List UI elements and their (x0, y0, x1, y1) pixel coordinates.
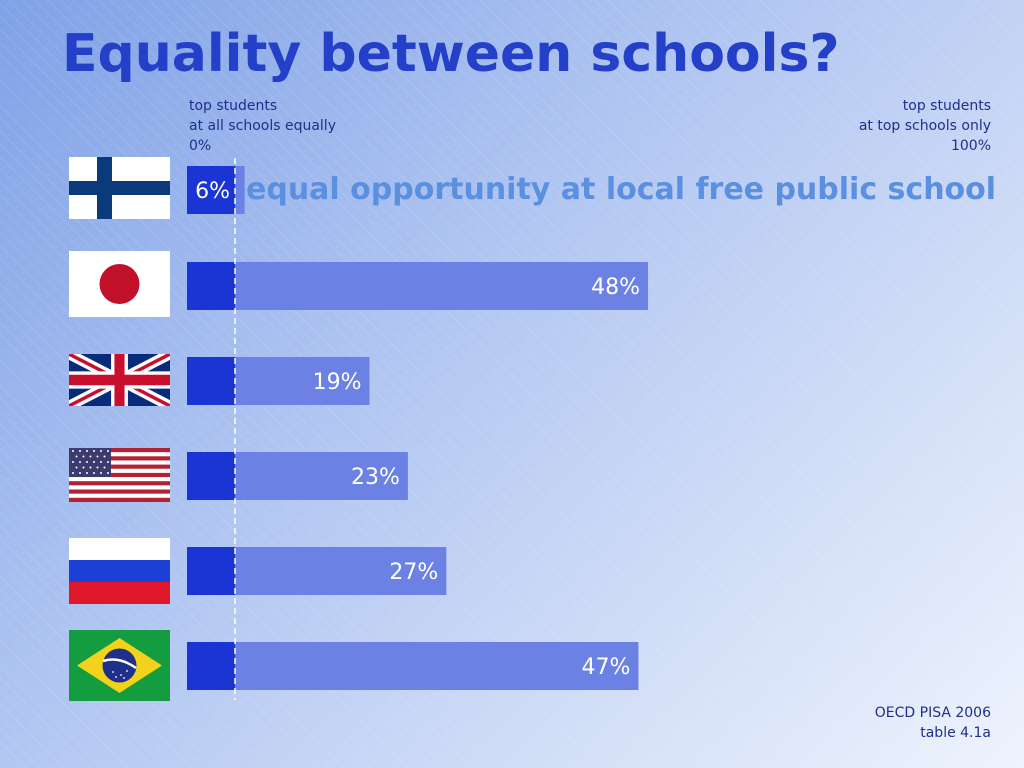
axis-left-line-1: top students (189, 98, 278, 114)
axis-left-line-2: at all schools equally (189, 118, 336, 134)
data-label-4: 27% (389, 560, 438, 585)
japan-flag (69, 251, 170, 317)
source-line-1: OECD PISA 2006 (874, 705, 991, 721)
uk-flag (69, 354, 170, 406)
bar-base-1 (187, 262, 235, 310)
data-label-5: 47% (582, 655, 631, 680)
data-label-0: 6% (195, 179, 230, 204)
russia-flag (69, 538, 170, 604)
bar-base-0 (187, 166, 235, 214)
bar-base-3 (187, 452, 235, 500)
axis-right-line-2: at top schools only (858, 118, 991, 134)
page-title: Equality between schools? (62, 24, 840, 84)
axis-left-label: top students at all schools equally 0% (189, 96, 336, 156)
axis-right-line-3: 100% (950, 138, 991, 154)
axis-right-label: top students at top schools only 100% (859, 96, 991, 156)
annotation-equal-opportunity: equal opportunity at local free public s… (246, 172, 997, 207)
data-label-3: 23% (351, 465, 400, 490)
axis-right-line-1: top students (902, 98, 991, 114)
bar-base-5 (187, 642, 235, 690)
bar-3 (235, 452, 408, 500)
bar-0 (235, 166, 245, 214)
bar-base-2 (187, 357, 235, 405)
usa-flag (69, 448, 170, 502)
bar-2 (235, 357, 370, 405)
bar-base-4 (187, 547, 235, 595)
axis-left-line-3: 0% (189, 138, 212, 154)
brazil-flag (69, 630, 170, 701)
bar-4 (235, 547, 447, 595)
data-label-2: 19% (313, 370, 362, 395)
source-citation: OECD PISA 2006 table 4.1a (875, 703, 991, 743)
source-line-2: table 4.1a (920, 725, 991, 741)
data-label-1: 48% (591, 275, 640, 300)
bar-5 (235, 642, 639, 690)
bar-1 (235, 262, 649, 310)
finland-flag (69, 157, 170, 219)
